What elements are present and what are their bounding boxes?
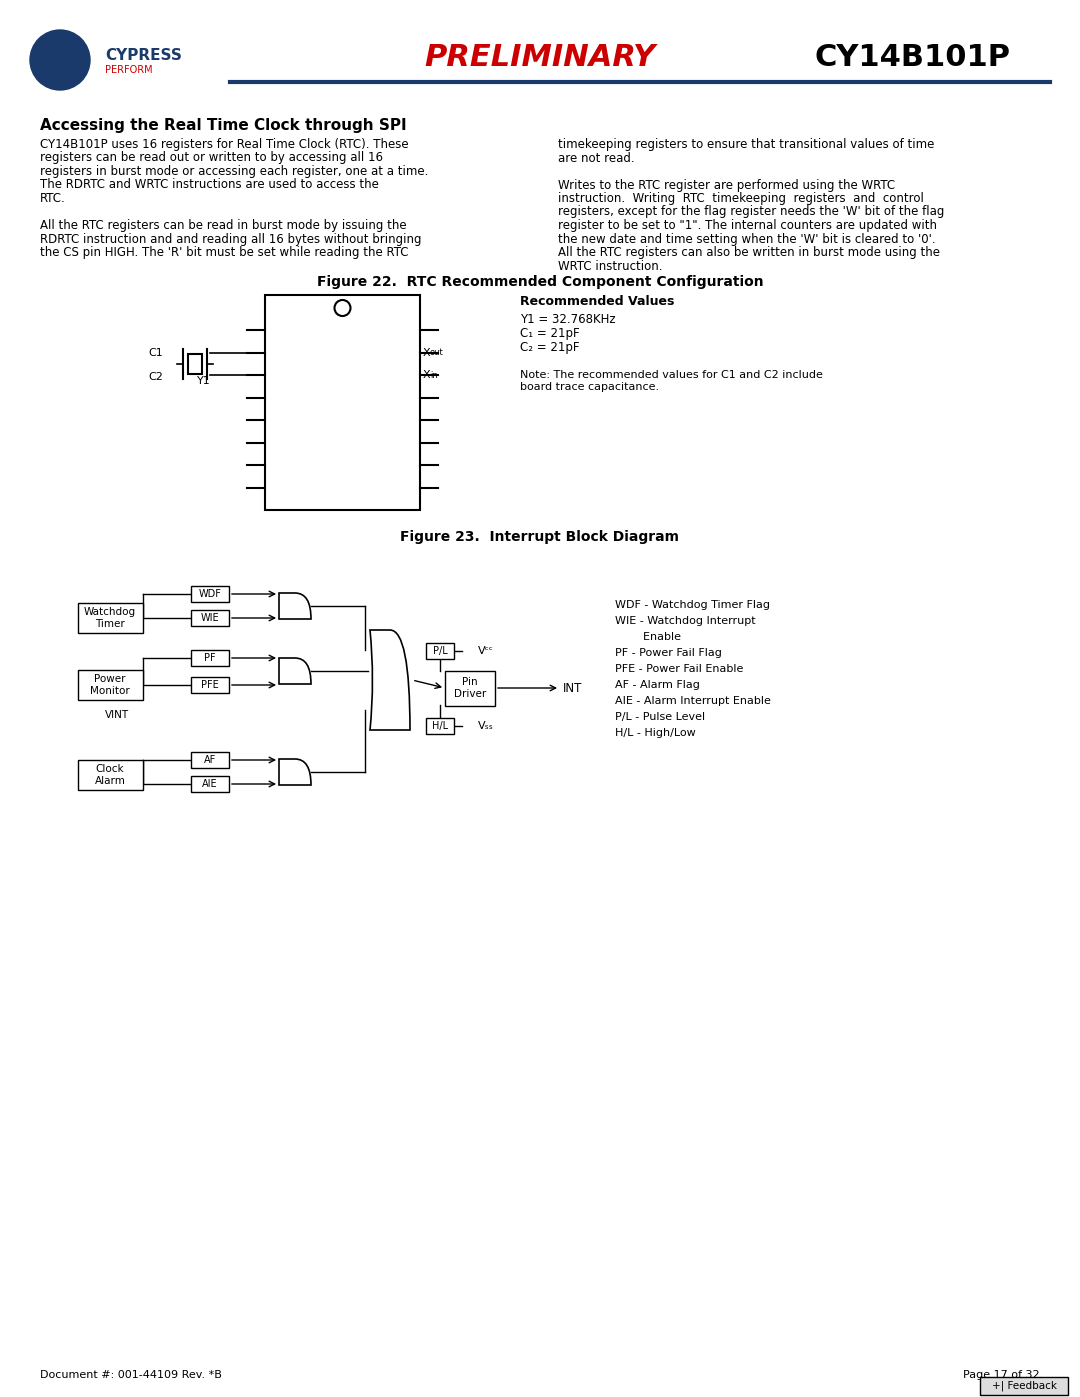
Text: INT: INT xyxy=(563,682,582,694)
Text: Y1: Y1 xyxy=(197,376,211,386)
FancyBboxPatch shape xyxy=(191,585,229,602)
FancyBboxPatch shape xyxy=(191,650,229,666)
Text: PFE - Power Fail Enable: PFE - Power Fail Enable xyxy=(615,664,743,673)
Text: timekeeping registers to ensure that transitional values of time: timekeeping registers to ensure that tra… xyxy=(558,138,934,151)
Text: instruction.  Writing  RTC  timekeeping  registers  and  control: instruction. Writing RTC timekeeping reg… xyxy=(558,191,923,205)
Text: registers, except for the flag register needs the 'W' bit of the flag: registers, except for the flag register … xyxy=(558,205,944,218)
PathPatch shape xyxy=(279,658,311,685)
Text: Enable: Enable xyxy=(615,631,681,643)
Text: the CS pin HIGH. The 'R' bit must be set while reading the RTC: the CS pin HIGH. The 'R' bit must be set… xyxy=(40,246,408,258)
Text: PERFORM: PERFORM xyxy=(105,66,152,75)
Text: VINT: VINT xyxy=(105,710,130,719)
Text: the new date and time setting when the 'W' bit is cleared to '0'.: the new date and time setting when the '… xyxy=(558,232,935,246)
Text: AIE - Alarm Interrupt Enable: AIE - Alarm Interrupt Enable xyxy=(615,696,771,705)
FancyBboxPatch shape xyxy=(445,671,495,705)
Text: H/L: H/L xyxy=(432,721,448,731)
Text: registers in burst mode or accessing each register, one at a time.: registers in burst mode or accessing eac… xyxy=(40,165,429,177)
Circle shape xyxy=(335,300,351,316)
Text: Vᶜᶜ: Vᶜᶜ xyxy=(478,645,494,657)
Text: CY14B101P: CY14B101P xyxy=(814,43,1010,73)
Text: C₂ = 21pF: C₂ = 21pF xyxy=(519,341,580,353)
FancyBboxPatch shape xyxy=(426,643,454,659)
Text: Clock
Alarm: Clock Alarm xyxy=(95,764,125,785)
Text: C2: C2 xyxy=(148,372,163,381)
Text: CYPRESS: CYPRESS xyxy=(105,47,181,63)
Text: Vₛₛ: Vₛₛ xyxy=(478,721,494,731)
FancyBboxPatch shape xyxy=(426,718,454,733)
Text: Y1 = 32.768KHz: Y1 = 32.768KHz xyxy=(519,313,616,326)
Text: P/L - Pulse Level: P/L - Pulse Level xyxy=(615,712,705,722)
Text: AF - Alarm Flag: AF - Alarm Flag xyxy=(615,680,700,690)
Text: PFE: PFE xyxy=(201,680,219,690)
Text: Writes to the RTC register are performed using the WRTC: Writes to the RTC register are performed… xyxy=(558,179,895,191)
FancyBboxPatch shape xyxy=(78,604,143,633)
Text: H/L - High/Low: H/L - High/Low xyxy=(615,728,696,738)
Text: C1: C1 xyxy=(148,348,163,358)
FancyBboxPatch shape xyxy=(191,775,229,792)
Text: PF - Power Fail Flag: PF - Power Fail Flag xyxy=(615,648,721,658)
Text: Watchdog
Timer: Watchdog Timer xyxy=(84,608,136,629)
Text: Page 17 of 32: Page 17 of 32 xyxy=(963,1370,1040,1380)
Text: WIE: WIE xyxy=(201,613,219,623)
Text: X: X xyxy=(423,348,431,358)
Text: X: X xyxy=(423,370,431,380)
FancyBboxPatch shape xyxy=(191,752,229,768)
Bar xyxy=(188,353,202,374)
Text: Figure 23.  Interrupt Block Diagram: Figure 23. Interrupt Block Diagram xyxy=(401,529,679,543)
FancyBboxPatch shape xyxy=(980,1377,1068,1396)
Text: are not read.: are not read. xyxy=(558,151,635,165)
Text: in: in xyxy=(430,370,437,380)
Text: AIE: AIE xyxy=(202,780,218,789)
Text: registers can be read out or written to by accessing all 16: registers can be read out or written to … xyxy=(40,151,383,165)
Bar xyxy=(265,295,420,510)
FancyBboxPatch shape xyxy=(191,678,229,693)
Text: C₁ = 21pF: C₁ = 21pF xyxy=(519,327,580,339)
PathPatch shape xyxy=(279,592,311,619)
Text: All the RTC registers can also be written in burst mode using the: All the RTC registers can also be writte… xyxy=(558,246,940,258)
Text: Document #: 001-44109 Rev. *B: Document #: 001-44109 Rev. *B xyxy=(40,1370,221,1380)
Text: register to be set to "1". The internal counters are updated with: register to be set to "1". The internal … xyxy=(558,219,937,232)
PathPatch shape xyxy=(279,759,311,785)
Text: WDF - Watchdog Timer Flag: WDF - Watchdog Timer Flag xyxy=(615,599,770,610)
Text: Pin
Driver: Pin Driver xyxy=(454,678,486,698)
Text: Figure 22.  RTC Recommended Component Configuration: Figure 22. RTC Recommended Component Con… xyxy=(316,275,764,289)
FancyBboxPatch shape xyxy=(191,610,229,626)
Text: The RDRTC and WRTC instructions are used to access the: The RDRTC and WRTC instructions are used… xyxy=(40,179,379,191)
Text: CY14B101P uses 16 registers for Real Time Clock (RTC). These: CY14B101P uses 16 registers for Real Tim… xyxy=(40,138,408,151)
Text: WRTC instruction.: WRTC instruction. xyxy=(558,260,662,272)
Text: All the RTC registers can be read in burst mode by issuing the: All the RTC registers can be read in bur… xyxy=(40,219,407,232)
Text: Note: The recommended values for C1 and C2 include
board trace capacitance.: Note: The recommended values for C1 and … xyxy=(519,370,823,391)
Text: Power
Monitor: Power Monitor xyxy=(90,675,130,696)
Text: PF: PF xyxy=(204,652,216,664)
Circle shape xyxy=(30,29,90,89)
Text: +| Feedback: +| Feedback xyxy=(991,1380,1056,1391)
Text: Accessing the Real Time Clock through SPI: Accessing the Real Time Clock through SP… xyxy=(40,117,407,133)
Text: Recommended Values: Recommended Values xyxy=(519,295,674,307)
FancyBboxPatch shape xyxy=(78,671,143,700)
Text: P/L: P/L xyxy=(433,645,447,657)
Text: PRELIMINARY: PRELIMINARY xyxy=(424,43,656,73)
FancyBboxPatch shape xyxy=(78,760,143,789)
Text: RTC.: RTC. xyxy=(40,191,66,205)
Text: out: out xyxy=(430,348,444,358)
Text: AF: AF xyxy=(204,754,216,766)
Text: WIE - Watchdog Interrupt: WIE - Watchdog Interrupt xyxy=(615,616,756,626)
PathPatch shape xyxy=(370,630,410,731)
Text: RDRTC instruction and and reading all 16 bytes without bringing: RDRTC instruction and and reading all 16… xyxy=(40,232,421,246)
Text: WDF: WDF xyxy=(199,590,221,599)
